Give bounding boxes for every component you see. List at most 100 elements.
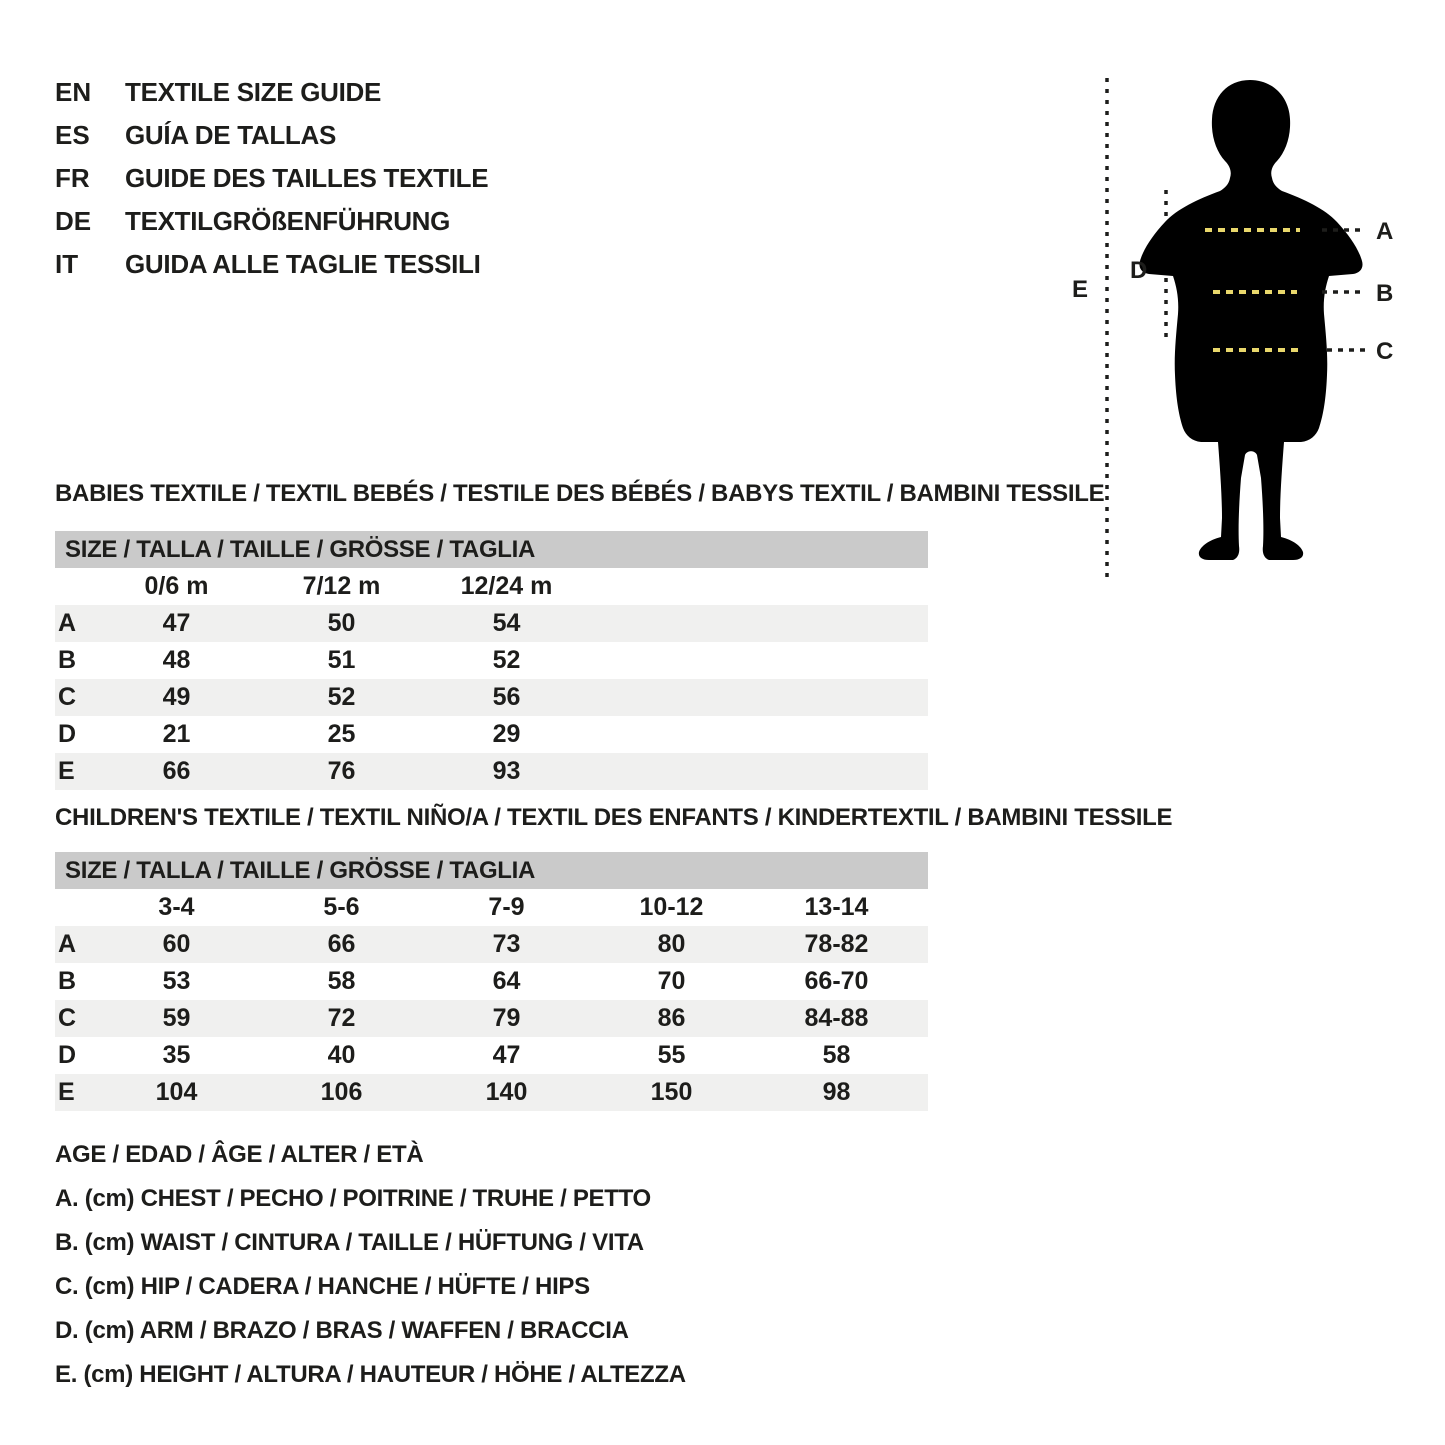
table-cell: 50 xyxy=(327,609,356,637)
language-code: FR xyxy=(55,163,90,193)
table-cell: 78-82 xyxy=(804,930,869,958)
table-row-d: D 35 40 47 55 58 xyxy=(55,1037,928,1074)
child-silhouette-figure: A B C D E xyxy=(1072,78,1393,577)
measurement-legend: AGE / EDAD / ÂGE / ALTER / ETÀ A. (cm) C… xyxy=(55,1133,686,1397)
column-header: 7-9 xyxy=(488,893,525,921)
marker-label-b: B xyxy=(1376,280,1393,307)
row-label: C xyxy=(58,1004,77,1032)
table-row-a: A 47 50 54 xyxy=(55,605,928,642)
table-cell: 47 xyxy=(162,609,191,637)
table-cell: 40 xyxy=(327,1041,356,1069)
legend-age-line: AGE / EDAD / ÂGE / ALTER / ETÀ xyxy=(55,1141,424,1168)
table-cell: 76 xyxy=(327,757,356,785)
table-cell: 150 xyxy=(650,1078,693,1106)
table-cell: 58 xyxy=(327,967,356,995)
children-section-heading: CHILDREN'S TEXTILE / TEXTIL NIÑO/A / TEX… xyxy=(55,804,1173,831)
table-cell: 53 xyxy=(162,967,191,995)
language-row-de: DE TEXTILGRÖßENFÜHRUNG xyxy=(55,200,488,243)
table-row-a: A 60 66 73 80 78-82 xyxy=(55,926,928,963)
table-cell: 21 xyxy=(162,720,191,748)
table-cell: 80 xyxy=(657,930,686,958)
row-label: B xyxy=(58,967,77,995)
column-header: 5-6 xyxy=(323,893,360,921)
marker-label-d: D xyxy=(1130,257,1147,284)
row-label: B xyxy=(58,646,77,674)
children-size-header-label: SIZE / TALLA / TAILLE / GRÖSSE / TAGLIA xyxy=(65,857,536,884)
row-label: E xyxy=(58,757,75,785)
table-cell: 48 xyxy=(162,646,191,674)
table-cell: 52 xyxy=(327,683,356,711)
guide-title: GUÍA DE TALLAS xyxy=(125,120,337,150)
marker-label-e: E xyxy=(1072,276,1088,303)
row-label: D xyxy=(58,720,77,748)
guide-title: TEXTILE SIZE GUIDE xyxy=(125,77,382,107)
marker-label-a: A xyxy=(1376,218,1393,245)
babies-section-heading: BABIES TEXTILE / TEXTIL BEBÉS / TESTILE … xyxy=(55,480,1105,507)
legend-height-line: E. (cm) HEIGHT / ALTURA / HAUTEUR / HÖHE… xyxy=(55,1361,686,1388)
table-corner-cell xyxy=(55,889,94,926)
table-cell: 66-70 xyxy=(804,967,869,995)
column-header: 3-4 xyxy=(158,893,195,921)
marker-label-c: C xyxy=(1376,338,1393,365)
language-code: ES xyxy=(55,120,90,150)
table-corner-cell xyxy=(55,568,94,605)
row-label: E xyxy=(58,1078,75,1106)
table-row-e: E 66 76 93 xyxy=(55,753,928,790)
language-row-en: EN TEXTILE SIZE GUIDE xyxy=(55,71,488,114)
guide-title: GUIDE DES TAILLES TEXTILE xyxy=(125,163,489,193)
language-row-fr: FR GUIDE DES TAILLES TEXTILE xyxy=(55,157,489,200)
column-header: 0/6 m xyxy=(144,572,209,600)
table-cell: 70 xyxy=(657,967,686,995)
table-cell: 35 xyxy=(162,1041,191,1069)
language-code: EN xyxy=(55,77,92,107)
table-row-b: B 48 51 52 xyxy=(55,642,928,679)
table-cell: 56 xyxy=(492,683,521,711)
language-code: DE xyxy=(55,206,92,236)
babies-size-header-label: SIZE / TALLA / TAILLE / GRÖSSE / TAGLIA xyxy=(65,536,536,563)
table-cell: 86 xyxy=(657,1004,686,1032)
table-cell: 54 xyxy=(492,609,521,637)
column-header: 10-12 xyxy=(639,893,704,921)
language-code: IT xyxy=(55,249,79,279)
table-cell: 72 xyxy=(327,1004,356,1032)
legend-arm-line: D. (cm) ARM / BRAZO / BRAS / WAFFEN / BR… xyxy=(55,1317,629,1344)
legend-chest-line: A. (cm) CHEST / PECHO / POITRINE / TRUHE… xyxy=(55,1185,651,1212)
table-cell: 64 xyxy=(492,967,521,995)
table-row-b: B 53 58 64 70 66-70 xyxy=(55,963,928,1000)
legend-hip-line: C. (cm) HIP / CADERA / HANCHE / HÜFTE / … xyxy=(55,1273,590,1300)
table-row-c: C 59 72 79 86 84-88 xyxy=(55,1000,928,1037)
table-row-e: E 104 106 140 150 98 xyxy=(55,1074,928,1111)
column-header: 13-14 xyxy=(804,893,869,921)
row-label: C xyxy=(58,683,77,711)
row-label: D xyxy=(58,1041,77,1069)
table-cell: 58 xyxy=(822,1041,851,1069)
table-cell: 55 xyxy=(657,1041,686,1069)
table-row-c: C 49 52 56 xyxy=(55,679,928,716)
table-row-d: D 21 25 29 xyxy=(55,716,928,753)
table-cell: 25 xyxy=(327,720,356,748)
guide-title: GUIDA ALLE TAGLIE TESSILI xyxy=(125,249,481,279)
table-cell: 29 xyxy=(492,720,521,748)
table-cell: 59 xyxy=(162,1004,191,1032)
table-cell: 66 xyxy=(162,757,191,785)
child-silhouette xyxy=(1139,80,1363,560)
table-cell: 106 xyxy=(320,1078,363,1106)
row-label: A xyxy=(58,930,77,958)
column-header: 12/24 m xyxy=(460,572,553,600)
guide-title: TEXTILGRÖßENFÜHRUNG xyxy=(125,206,451,236)
table-cell: 93 xyxy=(492,757,521,785)
table-cell: 60 xyxy=(162,930,191,958)
table-cell: 52 xyxy=(492,646,521,674)
children-size-header-bar: SIZE / TALLA / TAILLE / GRÖSSE / TAGLIA xyxy=(55,852,928,889)
table-header-row: 3-4 5-6 7-9 10-12 13-14 xyxy=(55,889,928,926)
row-label: A xyxy=(58,609,77,637)
table-cell: 98 xyxy=(822,1078,851,1106)
table-cell: 84-88 xyxy=(804,1004,869,1032)
table-cell: 73 xyxy=(492,930,521,958)
language-row-it: IT GUIDA ALLE TAGLIE TESSILI xyxy=(55,243,488,286)
column-header: 7/12 m xyxy=(302,572,381,600)
language-row-es: ES GUÍA DE TALLAS xyxy=(55,114,488,157)
table-header-row: 0/6 m 7/12 m 12/24 m xyxy=(55,568,928,605)
babies-size-table: 0/6 m 7/12 m 12/24 m A 47 50 54 B 48 51 … xyxy=(55,568,928,790)
